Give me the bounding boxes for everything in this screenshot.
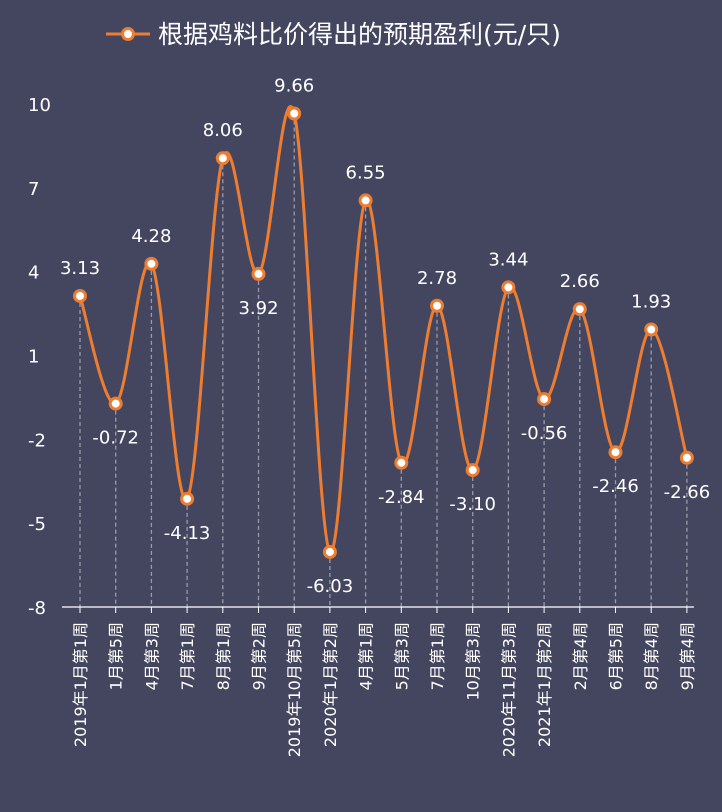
data-label: 8.06 bbox=[203, 120, 243, 141]
data-point bbox=[430, 298, 444, 313]
y-tick-label: 7 bbox=[28, 179, 39, 200]
data-label: -2.66 bbox=[664, 482, 711, 503]
y-tick-label: -2 bbox=[28, 430, 46, 451]
x-tick-label: 2020年11月第3周 bbox=[499, 622, 518, 757]
data-point bbox=[537, 392, 552, 407]
data-point bbox=[287, 106, 302, 121]
x-tick-label: 8月第1周 bbox=[214, 622, 233, 690]
data-point bbox=[215, 151, 230, 166]
data-label: 4.28 bbox=[131, 226, 171, 247]
drop-lines bbox=[79, 113, 688, 607]
data-point bbox=[358, 193, 373, 208]
data-label: -0.72 bbox=[92, 428, 139, 449]
x-tick-label: 9月第4周 bbox=[678, 622, 697, 690]
data-label: 6.55 bbox=[346, 162, 386, 183]
data-point bbox=[144, 256, 159, 271]
data-label: -2.84 bbox=[378, 487, 425, 508]
x-tick-label: 2020年1月第2周 bbox=[321, 622, 340, 747]
data-point bbox=[394, 455, 409, 470]
data-label: -2.46 bbox=[592, 476, 639, 497]
x-tick-label: 10月第3周 bbox=[464, 622, 483, 701]
data-point bbox=[180, 491, 195, 506]
data-label: -3.10 bbox=[449, 494, 496, 515]
data-point bbox=[644, 322, 659, 337]
data-point bbox=[251, 266, 266, 281]
y-tick-label: 1 bbox=[28, 347, 39, 368]
x-tick-label: 2021年1月第2周 bbox=[535, 622, 554, 747]
data-label: 2.66 bbox=[560, 271, 600, 292]
legend-marker-swatch bbox=[121, 27, 135, 41]
x-tick-label: 7月第1周 bbox=[428, 622, 447, 690]
data-point bbox=[465, 463, 480, 478]
y-tick-label: -8 bbox=[28, 598, 46, 619]
y-tick-label: -5 bbox=[28, 514, 46, 535]
data-label: 9.66 bbox=[274, 76, 314, 97]
x-tick-label: 4月第1周 bbox=[357, 622, 376, 690]
x-tick-label: 2019年1月第1周 bbox=[71, 622, 90, 747]
x-tick-label: 8月第4周 bbox=[642, 622, 661, 690]
data-label: -0.56 bbox=[521, 423, 568, 444]
x-tick-label: 7月第1周 bbox=[178, 622, 197, 690]
data-label: -4.13 bbox=[164, 523, 211, 544]
data-label: 3.44 bbox=[488, 249, 528, 270]
x-tick-label: 2月第4周 bbox=[571, 622, 590, 690]
data-point bbox=[679, 450, 694, 465]
x-tick-label: 6月第5周 bbox=[607, 622, 626, 690]
data-point bbox=[322, 544, 337, 559]
y-tick-label: 4 bbox=[28, 263, 39, 284]
x-tick-label: 9月第2周 bbox=[250, 622, 269, 690]
x-tick-label: 5月第3周 bbox=[392, 622, 411, 690]
x-tick-label: 4月第3周 bbox=[142, 622, 161, 690]
data-point bbox=[73, 288, 87, 303]
data-labels: 3.13 -0.72 4.28 -4.13 8.06 3.92 9.66 -6.03 6.55 -… bbox=[60, 76, 710, 597]
x-tick-label: 1月第5周 bbox=[107, 622, 126, 690]
data-point bbox=[501, 280, 516, 295]
x-tick-label: 2019年10月第5周 bbox=[285, 622, 304, 757]
data-label: 2.78 bbox=[417, 268, 457, 289]
y-tick-label: 10 bbox=[28, 95, 51, 116]
axes: 10 7 4 1 -2 -5 -8 2019年1月第1周 1月第5周 4月第3周 7月第1周 8月第1… bbox=[28, 95, 697, 757]
data-label: 1.93 bbox=[631, 292, 671, 313]
data-label: 3.13 bbox=[60, 258, 100, 279]
data-points bbox=[73, 106, 694, 559]
data-label: -6.03 bbox=[307, 576, 354, 597]
data-point bbox=[108, 396, 123, 411]
data-label: 3.92 bbox=[238, 298, 278, 319]
legend: 根据鸡料比价得出的预期盈利(元/只) bbox=[106, 20, 561, 49]
data-point bbox=[608, 445, 623, 460]
data-point bbox=[572, 302, 587, 317]
chart-title: 根据鸡料比价得出的预期盈利(元/只) bbox=[158, 20, 561, 49]
